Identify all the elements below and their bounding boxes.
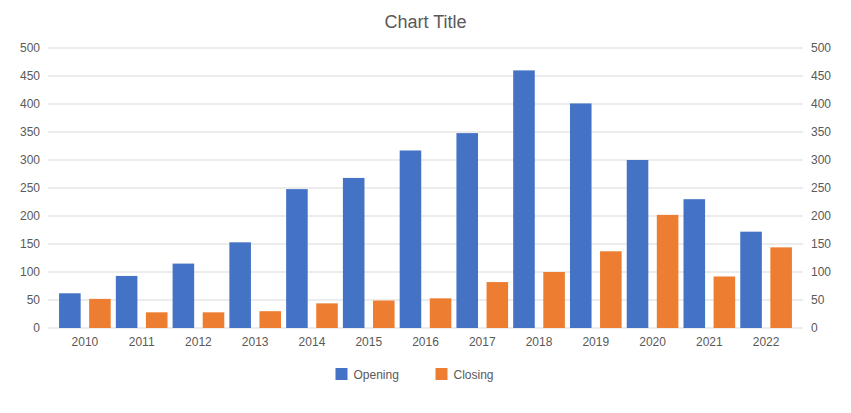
grid-line [48, 188, 803, 189]
y-tick-label: 100 [20, 265, 40, 279]
y2-tick-label: 250 [811, 181, 831, 195]
bar [487, 282, 509, 328]
legend-label: Closing [454, 368, 494, 382]
grid [48, 48, 803, 328]
bar [740, 232, 762, 328]
bar [203, 312, 225, 328]
y-tick-label: 300 [20, 153, 40, 167]
y2-tick-label: 100 [811, 265, 831, 279]
bar [513, 70, 535, 328]
x-tick-label: 2011 [129, 335, 155, 349]
x-tick-label: 2015 [355, 335, 382, 349]
y-tick-label: 0 [33, 321, 40, 335]
bar [146, 312, 168, 328]
grid-line [48, 132, 803, 133]
bar [684, 199, 706, 328]
x-tick-label: 2021 [696, 335, 723, 349]
bar [770, 247, 792, 328]
legend: Opening Closing [336, 368, 494, 382]
y2-tick-label: 350 [811, 125, 831, 139]
bar [116, 276, 138, 328]
bar [286, 189, 308, 328]
y2-tick-label: 450 [811, 69, 831, 83]
x-tick-label: 2014 [299, 335, 326, 349]
bar [627, 160, 649, 328]
y-tick-label: 350 [20, 125, 40, 139]
bar [59, 293, 81, 328]
bar [570, 103, 592, 328]
bar [600, 251, 622, 328]
bar [400, 150, 422, 328]
grid-line [48, 160, 803, 161]
chart-title: Chart Title [384, 12, 466, 32]
y-tick-label: 250 [20, 181, 40, 195]
legend-label: Opening [354, 368, 399, 382]
y2-tick-label: 0 [811, 321, 818, 335]
grid-line [48, 104, 803, 105]
y-tick-label: 200 [20, 209, 40, 223]
x-tick-label: 2019 [582, 335, 609, 349]
bar [543, 272, 565, 328]
bar [343, 178, 365, 328]
bar [373, 301, 395, 328]
y-tick-label: 450 [20, 69, 40, 83]
x-tick-label: 2010 [72, 335, 99, 349]
bar [89, 299, 111, 328]
grid-line [48, 48, 803, 49]
legend-swatch [336, 368, 348, 380]
x-tick-label: 2016 [412, 335, 439, 349]
bar [657, 215, 679, 328]
legend-swatch [436, 368, 448, 380]
bar [316, 303, 338, 328]
y2-tick-label: 200 [811, 209, 831, 223]
y-tick-label: 150 [20, 237, 40, 251]
chart: Chart Title 0 50 100 150 200 250 300 350 400 450 50… [0, 0, 851, 413]
y-tick-label: 500 [20, 41, 40, 55]
bar [456, 133, 478, 328]
y-tick-label: 400 [20, 97, 40, 111]
y2-tick-label: 400 [811, 97, 831, 111]
y2-tick-label: 500 [811, 41, 831, 55]
bar [229, 242, 251, 328]
x-tick-label: 2017 [469, 335, 496, 349]
y2-tick-label: 300 [811, 153, 831, 167]
x-tick-label: 2018 [526, 335, 553, 349]
bar [259, 311, 281, 328]
bars [59, 70, 792, 328]
x-tick-label: 2020 [639, 335, 666, 349]
x-tick-label: 2012 [185, 335, 212, 349]
grid-line [48, 76, 803, 77]
bar [430, 298, 452, 328]
y2-tick-label: 150 [811, 237, 831, 251]
bar [714, 276, 736, 328]
bar [173, 264, 195, 328]
y2-tick-label: 50 [811, 293, 825, 307]
x-tick-label: 2013 [242, 335, 269, 349]
x-tick-label: 2022 [753, 335, 780, 349]
y-tick-label: 50 [27, 293, 41, 307]
